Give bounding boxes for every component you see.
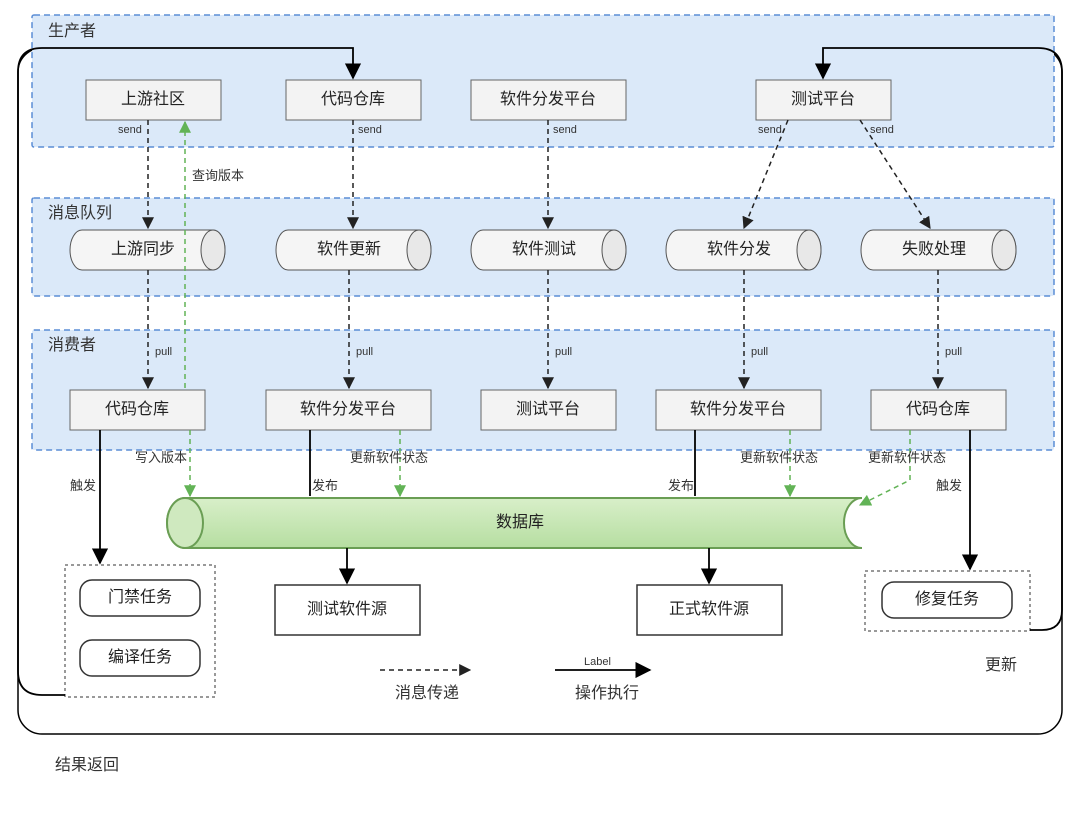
update-status-label-1: 更新软件状态 xyxy=(350,450,428,465)
pull-label-2: pull xyxy=(356,346,373,358)
result-return-label: 结果返回 xyxy=(55,756,119,774)
edge-p4-send-label-2: send xyxy=(870,124,894,136)
output-formal-source: 正式软件源 xyxy=(637,585,782,635)
svg-text:修复任务: 修复任务 xyxy=(915,590,979,608)
svg-text:编译任务: 编译任务 xyxy=(108,648,172,666)
svg-text:数据库: 数据库 xyxy=(496,513,544,531)
zone-consumer-label: 消费者 xyxy=(48,336,96,354)
svg-text:代码仓库: 代码仓库 xyxy=(906,400,970,418)
queue-node-upstream-sync: 上游同步 xyxy=(70,230,225,270)
producer-node-test-platform: 测试平台 xyxy=(756,80,891,120)
output-test-source: 测试软件源 xyxy=(275,585,420,635)
svg-text:消息传递: 消息传递 xyxy=(395,684,459,702)
trigger-label-2: 触发 xyxy=(936,478,962,493)
task-fix: 修复任务 xyxy=(882,582,1012,618)
svg-text:上游同步: 上游同步 xyxy=(111,240,175,258)
publish-label-2: 发布 xyxy=(668,478,694,493)
update-label: 更新 xyxy=(985,656,1017,674)
zone-queue-label: 消息队列 xyxy=(48,204,112,222)
svg-text:代码仓库: 代码仓库 xyxy=(105,400,169,418)
queue-node-failure-handle: 失败处理 xyxy=(861,230,1016,270)
consumer-node-dist-platform-2: 软件分发平台 xyxy=(656,390,821,430)
legend: 消息传递 Label 操作执行 xyxy=(380,656,650,702)
consumer-node-code-repo-2: 代码仓库 xyxy=(871,390,1006,430)
svg-text:失败处理: 失败处理 xyxy=(902,240,966,258)
svg-text:软件分发平台: 软件分发平台 xyxy=(500,90,596,108)
update-status-label-3: 更新软件状态 xyxy=(868,450,946,465)
queue-node-software-update: 软件更新 xyxy=(276,230,431,270)
svg-text:测试软件源: 测试软件源 xyxy=(307,600,387,618)
write-version-label: 写入版本 xyxy=(135,450,187,465)
svg-text:软件分发: 软件分发 xyxy=(707,240,771,258)
database: 数据库 xyxy=(167,498,862,548)
edge-p1-send-label: send xyxy=(118,124,142,136)
pull-label-5: pull xyxy=(945,346,962,358)
task-gate: 门禁任务 xyxy=(80,580,200,616)
producer-node-code-repo: 代码仓库 xyxy=(286,80,421,120)
producer-node-distribution-platform: 软件分发平台 xyxy=(471,80,626,120)
svg-text:门禁任务: 门禁任务 xyxy=(108,588,172,606)
edge-p4-send-label-1: send xyxy=(758,124,782,136)
task-compile: 编译任务 xyxy=(80,640,200,676)
consumer-node-code-repo: 代码仓库 xyxy=(70,390,205,430)
svg-text:软件分发平台: 软件分发平台 xyxy=(300,400,396,418)
flowchart-diagram: 生产者 上游社区 代码仓库 软件分发平台 测试平台 消息队列 上游同步 软件更新… xyxy=(0,0,1080,813)
svg-text:代码仓库: 代码仓库 xyxy=(321,90,385,108)
svg-text:正式软件源: 正式软件源 xyxy=(669,600,749,618)
publish-label-1: 发布 xyxy=(312,478,338,493)
edge-p2-send-label: send xyxy=(358,124,382,136)
svg-text:软件分发平台: 软件分发平台 xyxy=(690,400,786,418)
svg-text:上游社区: 上游社区 xyxy=(121,90,185,108)
queue-node-software-distribute: 软件分发 xyxy=(666,230,821,270)
pull-label-4: pull xyxy=(751,346,768,358)
svg-text:操作执行: 操作执行 xyxy=(575,684,639,702)
svg-text:测试平台: 测试平台 xyxy=(516,400,580,418)
trigger-label-1: 触发 xyxy=(70,478,96,493)
producer-node-upstream-community: 上游社区 xyxy=(86,80,221,120)
svg-text:软件更新: 软件更新 xyxy=(317,240,381,258)
consumer-node-test-platform: 测试平台 xyxy=(481,390,616,430)
query-version-label: 查询版本 xyxy=(192,168,244,183)
zone-producer-label: 生产者 xyxy=(48,22,96,40)
pull-label-3: pull xyxy=(555,346,572,358)
svg-text:Label: Label xyxy=(584,656,611,668)
queue-node-software-test: 软件测试 xyxy=(471,230,626,270)
svg-text:测试平台: 测试平台 xyxy=(791,90,855,108)
svg-text:软件测试: 软件测试 xyxy=(512,240,576,258)
edge-p3-send-label: send xyxy=(553,124,577,136)
pull-label-1: pull xyxy=(155,346,172,358)
consumer-node-dist-platform-1: 软件分发平台 xyxy=(266,390,431,430)
update-status-label-2: 更新软件状态 xyxy=(740,450,818,465)
